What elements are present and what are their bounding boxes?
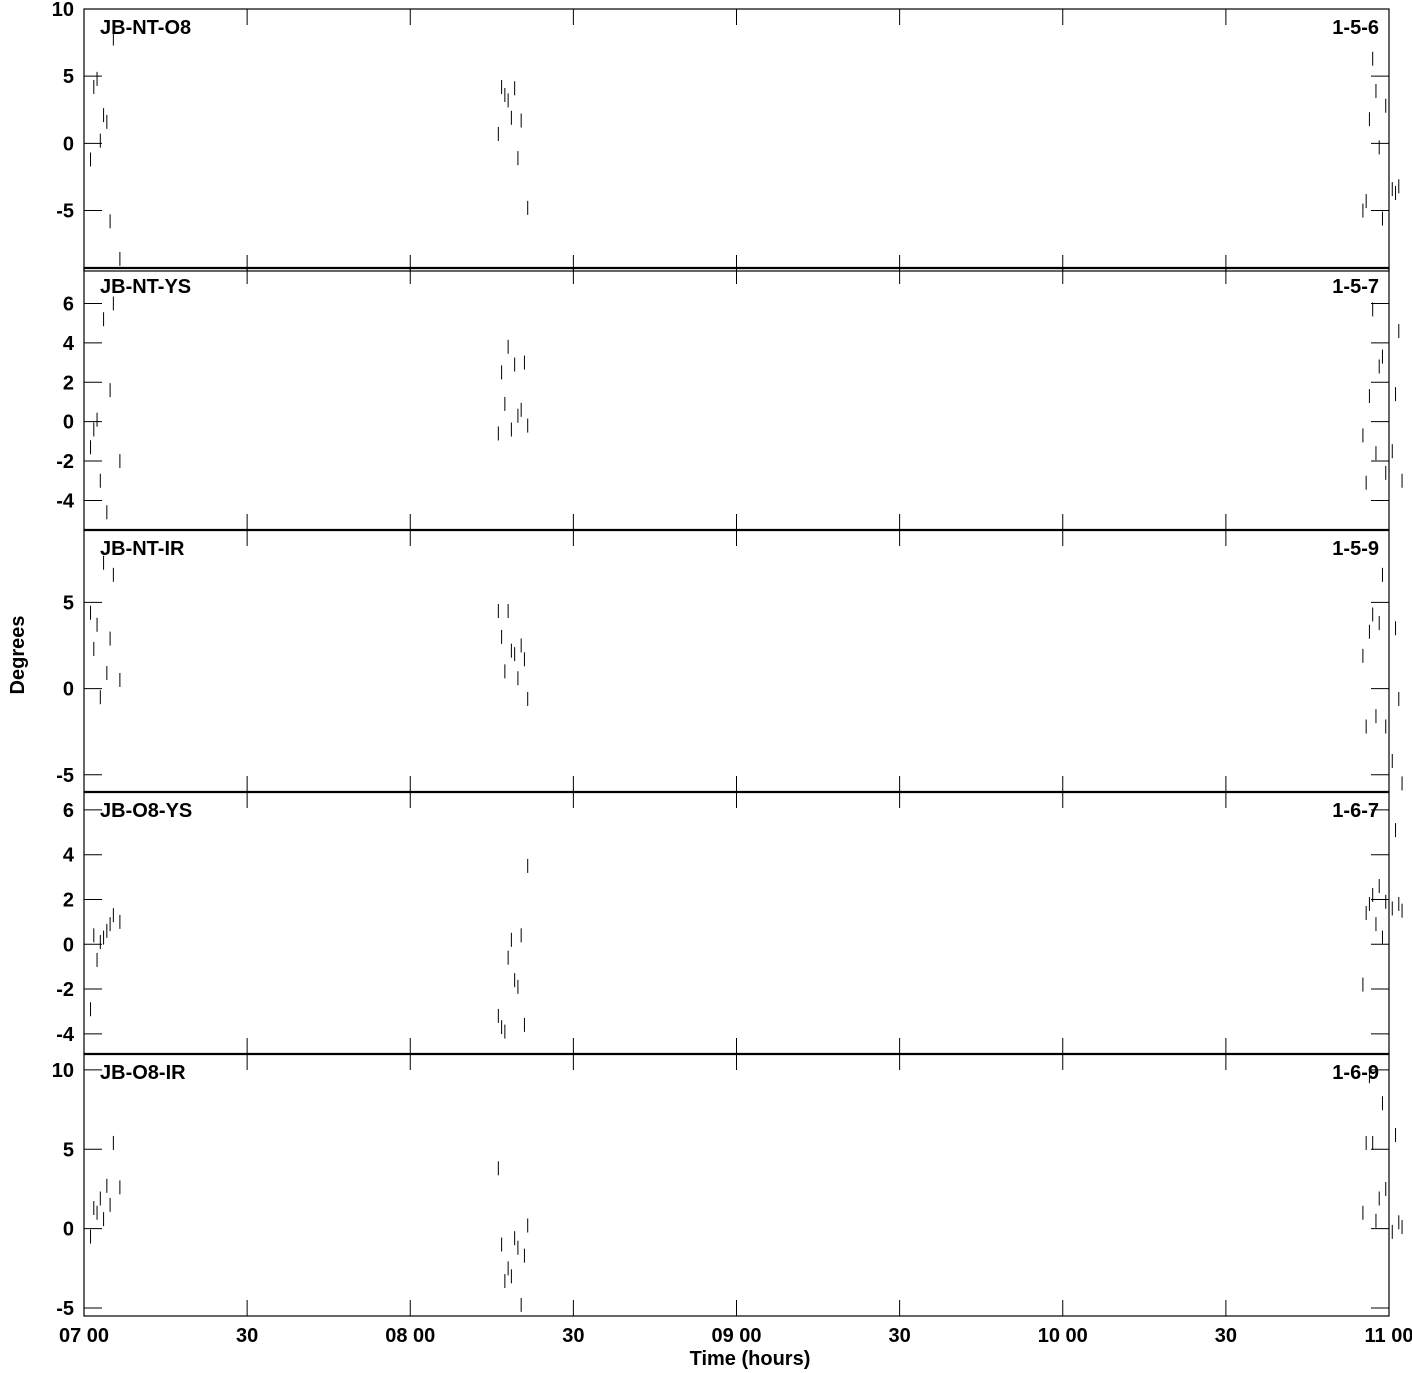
x-tick-label: 07 00 <box>59 1325 109 1347</box>
baseline-code: 1-5-9 <box>1332 538 1379 560</box>
plot-frame <box>83 529 1390 793</box>
y-tick-label: 5 <box>63 1139 74 1161</box>
x-tick-label: 11 00 <box>1365 1325 1412 1347</box>
x-axis-label: Time (hours) <box>690 1348 811 1370</box>
x-tick-label: 30 <box>889 1325 911 1347</box>
x-tick-label: 30 <box>562 1325 584 1347</box>
panel-jb-o8-ir: -5 0 5 10 JB-O8-IR 1-6-9 <box>52 1052 1403 1320</box>
y-tick-label: -2 <box>56 451 74 473</box>
panels: -5 0 5 10 JB-NT-O8 1-5-6 -4 -2 0 2 4 6 JB-NT-YS 1-5-7… <box>52 0 1403 1320</box>
y-tick-label: -4 <box>56 1024 75 1046</box>
baseline-code: 1-5-7 <box>1332 276 1379 298</box>
y-tick-label: -5 <box>56 201 74 223</box>
x-tick-label: 30 <box>1215 1325 1237 1347</box>
y-tick-label: 0 <box>63 412 74 434</box>
y-tick-label: 10 <box>52 0 74 21</box>
y-tick-label: 0 <box>63 133 74 155</box>
baseline-code: 1-6-9 <box>1332 1062 1379 1084</box>
y-tick-label: 2 <box>63 372 74 394</box>
baseline-code: 1-5-6 <box>1332 17 1379 39</box>
y-tick-label: 0 <box>63 934 74 956</box>
y-axis-label: Degrees <box>7 616 29 695</box>
y-tick-label: -2 <box>56 979 74 1001</box>
plot-frame <box>83 791 1390 1055</box>
panel-jb-nt-ys: -4 -2 0 2 4 6 JB-NT-YS 1-5-7 <box>56 266 1403 531</box>
baseline-name: JB-NT-O8 <box>100 17 191 39</box>
x-tick-label: 10 00 <box>1038 1325 1088 1347</box>
y-tick-label: 5 <box>63 66 74 88</box>
y-tick-label: 6 <box>63 800 74 822</box>
panel-jb-nt-o8: -5 0 5 10 JB-NT-O8 1-5-6 <box>52 0 1400 272</box>
plot-frame <box>83 267 1390 531</box>
y-tick-label: -4 <box>56 490 75 512</box>
x-tick-label: 09 00 <box>711 1325 761 1347</box>
x-axis-tick-labels: 07 00 30 08 00 30 09 00 30 10 00 30 11 00 <box>59 1325 1412 1347</box>
y-tick-label: 2 <box>63 889 74 911</box>
plot-frame <box>83 8 1390 272</box>
y-tick-label: -5 <box>56 765 74 787</box>
y-tick-label: 6 <box>63 293 74 315</box>
plot-frame <box>83 1053 1390 1317</box>
baseline-name: JB-O8-IR <box>100 1062 186 1084</box>
y-tick-label: -5 <box>56 1298 74 1320</box>
y-tick-label: 4 <box>63 845 75 867</box>
x-tick-label: 30 <box>236 1325 258 1347</box>
baseline-name: JB-NT-IR <box>100 538 185 560</box>
panel-jb-nt-ir: -5 0 5 JB-NT-IR 1-5-9 <box>56 528 1403 793</box>
y-tick-label: 5 <box>63 592 74 614</box>
y-tick-label: 4 <box>63 333 75 355</box>
baseline-code: 1-6-7 <box>1332 800 1379 822</box>
y-tick-label: 0 <box>63 1219 74 1241</box>
y-tick-label: 0 <box>63 679 74 701</box>
panel-jb-o8-ys: -4 -2 0 2 4 6 JB-O8-YS 1-6-7 <box>56 790 1403 1055</box>
x-tick-label: 08 00 <box>385 1325 435 1347</box>
baseline-name: JB-NT-YS <box>100 276 191 298</box>
y-tick-label: 10 <box>52 1060 74 1082</box>
baseline-name: JB-O8-YS <box>100 800 192 822</box>
